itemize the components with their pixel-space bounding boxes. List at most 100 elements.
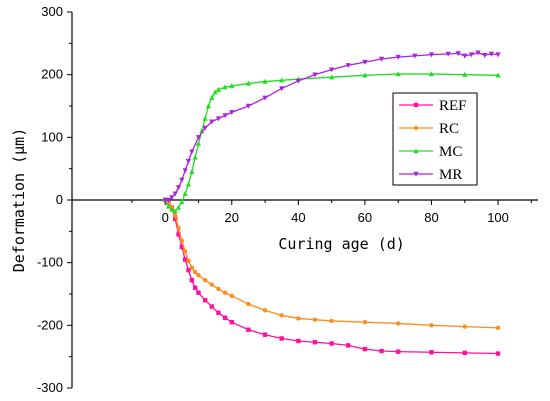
data-point-rc: [312, 317, 318, 322]
x-tick-label: 40: [291, 210, 305, 225]
legend-entry: MR: [399, 167, 462, 183]
data-point-rc: [462, 324, 467, 329]
data-point-ref: [296, 338, 301, 344]
data-point-mc: [202, 115, 208, 121]
data-point-rc: [329, 318, 334, 324]
data-point-ref: [172, 216, 178, 221]
data-point-mc: [189, 169, 195, 174]
data-point-ref: [176, 232, 181, 237]
data-point-mc: [395, 71, 401, 77]
data-point-ref: [189, 278, 195, 283]
data-point-rc: [196, 273, 201, 278]
data-point-mc: [182, 190, 188, 196]
data-point-rc: [429, 323, 434, 328]
data-point-mr: [395, 54, 401, 60]
data-point-mc: [215, 86, 222, 92]
data-point-mc: [428, 71, 435, 77]
y-tick-label: -200: [37, 317, 63, 332]
data-point-mr: [195, 135, 202, 141]
data-point-rc: [296, 316, 301, 321]
y-tick-label: 300: [41, 4, 63, 19]
data-point-rc: [209, 282, 214, 287]
data-point-mc: [329, 74, 335, 80]
data-point-ref: [216, 310, 221, 315]
data-point-rc: [216, 286, 221, 292]
data-point-ref: [192, 285, 198, 290]
data-point-rc: [222, 290, 228, 295]
axes: -300 -200 -100 0 100 200 300 0 20 40 60 80 100 Curing…: [10, 4, 538, 395]
data-point-mr: [189, 149, 195, 155]
data-point-mr: [209, 119, 215, 125]
data-point-mc: [495, 72, 501, 78]
data-point-mc: [192, 154, 198, 160]
data-point-mr: [495, 52, 501, 58]
data-point-mc: [462, 71, 468, 77]
data-point-rc: [202, 278, 208, 283]
data-point-rc: [179, 238, 185, 243]
legend-entry: REF: [399, 98, 467, 114]
y-tick-label: 100: [41, 129, 63, 144]
data-point-ref: [202, 298, 208, 303]
data-point-rc: [186, 258, 191, 263]
data-point-mc: [279, 77, 285, 83]
legend-label: REF: [439, 98, 467, 114]
x-axis-title: Curing age (d): [278, 235, 404, 253]
y-tick-label: -100: [37, 255, 63, 270]
data-point-rc: [176, 226, 181, 231]
y-tick-label: -300: [37, 380, 63, 395]
data-point-mc: [245, 80, 252, 86]
data-point-mr: [175, 185, 182, 191]
data-point-mc: [212, 89, 218, 95]
data-point-ref: [379, 348, 384, 354]
data-point-ref: [396, 349, 401, 354]
data-point-mr: [462, 53, 468, 59]
data-point-mr: [475, 50, 481, 56]
x-tick-label: 100: [487, 210, 509, 225]
data-point-mr: [468, 52, 475, 58]
series-line-ref: [164, 199, 499, 355]
data-point-ref: [362, 346, 368, 352]
series-line-rc: [164, 199, 499, 329]
data-point-ref: [179, 244, 185, 250]
data-point-mc: [175, 204, 182, 210]
data-point-ref: [329, 341, 334, 346]
y-tick-label: 200: [41, 67, 63, 82]
legend-marker: [413, 171, 419, 177]
data-point-mc: [169, 206, 175, 212]
data-point-ref: [246, 327, 251, 332]
series-mc: [162, 71, 501, 214]
data-point-mc: [205, 103, 212, 109]
x-tick-label: 80: [424, 210, 438, 225]
data-point-ref: [346, 343, 351, 348]
data-point-mr: [229, 110, 235, 116]
data-point-mr: [165, 197, 172, 203]
legend-marker: [413, 125, 419, 131]
data-point-rc: [262, 308, 268, 313]
data-point-ref: [279, 336, 284, 341]
data-point-mr: [185, 158, 192, 164]
x-tick-label: 60: [358, 210, 372, 225]
data-point-ref: [312, 340, 318, 345]
legend-marker: [413, 148, 419, 154]
legend-label: RC: [439, 121, 459, 137]
data-point-mr: [455, 51, 461, 57]
data-point-rc: [279, 313, 284, 318]
data-point-mr: [329, 67, 335, 73]
data-point-rc: [396, 321, 401, 326]
data-point-mc: [179, 199, 185, 205]
data-point-mr: [378, 56, 385, 62]
data-point-ref: [196, 290, 201, 295]
data-point-mr: [262, 95, 268, 101]
data-point-mc: [229, 83, 235, 89]
plot-marks: [162, 50, 501, 356]
data-point-mr: [412, 53, 418, 59]
data-point-mc: [362, 72, 368, 78]
series-ref: [163, 197, 501, 356]
data-point-mr: [179, 177, 185, 183]
data-point-mr: [245, 103, 252, 109]
data-point-ref: [182, 257, 188, 262]
data-point-rc: [189, 265, 195, 270]
data-point-mr: [162, 197, 168, 203]
data-point-mr: [279, 86, 285, 92]
legend: REF RC MC MR: [392, 92, 478, 186]
